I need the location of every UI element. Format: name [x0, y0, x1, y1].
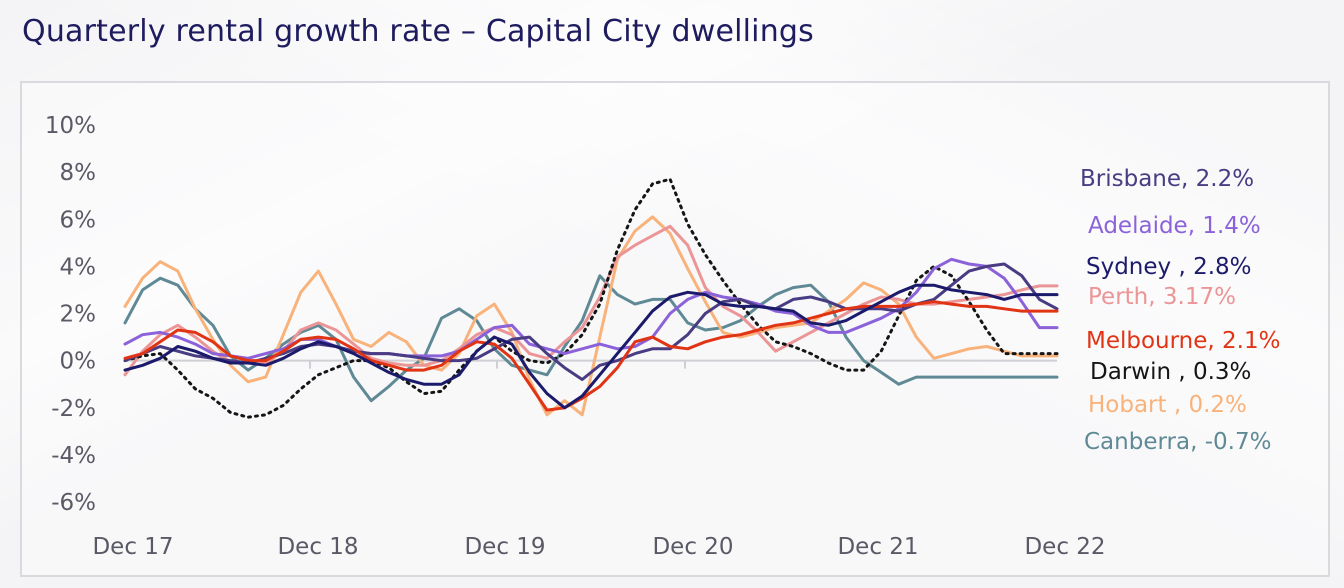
x-tick-label: Dec 18	[277, 534, 358, 560]
series-label-hobart: Hobart , 0.2%	[1088, 392, 1247, 418]
x-tick-label: Dec 20	[652, 534, 733, 560]
y-tick-label: 6%	[60, 207, 97, 233]
y-tick-label: -6%	[51, 490, 96, 516]
series-line-sydney	[123, 283, 1059, 410]
series-label-adelaide: Adelaide, 1.4%	[1088, 213, 1261, 239]
x-tick-label: Dec 17	[92, 534, 173, 560]
axes: 10% 8% 6% 4% 2% 0% -2% -4% -6% Dec 17 Dec 18 Dec 19…	[45, 113, 1106, 560]
x-tick-label: Dec 21	[837, 534, 918, 560]
series-lines	[123, 177, 1059, 419]
y-tick-label: 4%	[60, 254, 97, 280]
y-tick-label: 8%	[60, 160, 97, 186]
series-line-canberra	[123, 274, 1059, 403]
y-tick-label: 10%	[45, 113, 96, 139]
series-label-melbourne: Melbourne, 2.1%	[1086, 328, 1280, 354]
series-label-perth: Perth, 3.17%	[1088, 284, 1236, 310]
x-tick-label: Dec 22	[1024, 534, 1105, 560]
series-label-canberra: Canberra, -0.7%	[1084, 429, 1271, 455]
series-labels: Brisbane, 2.2% Adelaide, 1.4% Sydney , 2.8…	[1080, 166, 1280, 455]
y-tick-label: 0%	[60, 349, 97, 375]
series-line-melbourne	[123, 300, 1059, 412]
y-tick-label: 2%	[60, 302, 97, 328]
y-tick-label: -2%	[51, 396, 96, 422]
y-tick-label: -4%	[51, 443, 96, 469]
x-tick-label: Dec 19	[464, 534, 545, 560]
series-label-darwin: Darwin , 0.3%	[1090, 359, 1251, 385]
series-label-brisbane: Brisbane, 2.2%	[1080, 166, 1254, 192]
chart-title: Quarterly rental growth rate – Capital C…	[22, 14, 815, 49]
series-line-darwin	[123, 177, 1059, 419]
series-label-sydney: Sydney , 2.8%	[1086, 254, 1252, 280]
chart-panel	[20, 81, 1330, 577]
series-line-adelaide	[123, 257, 1059, 360]
